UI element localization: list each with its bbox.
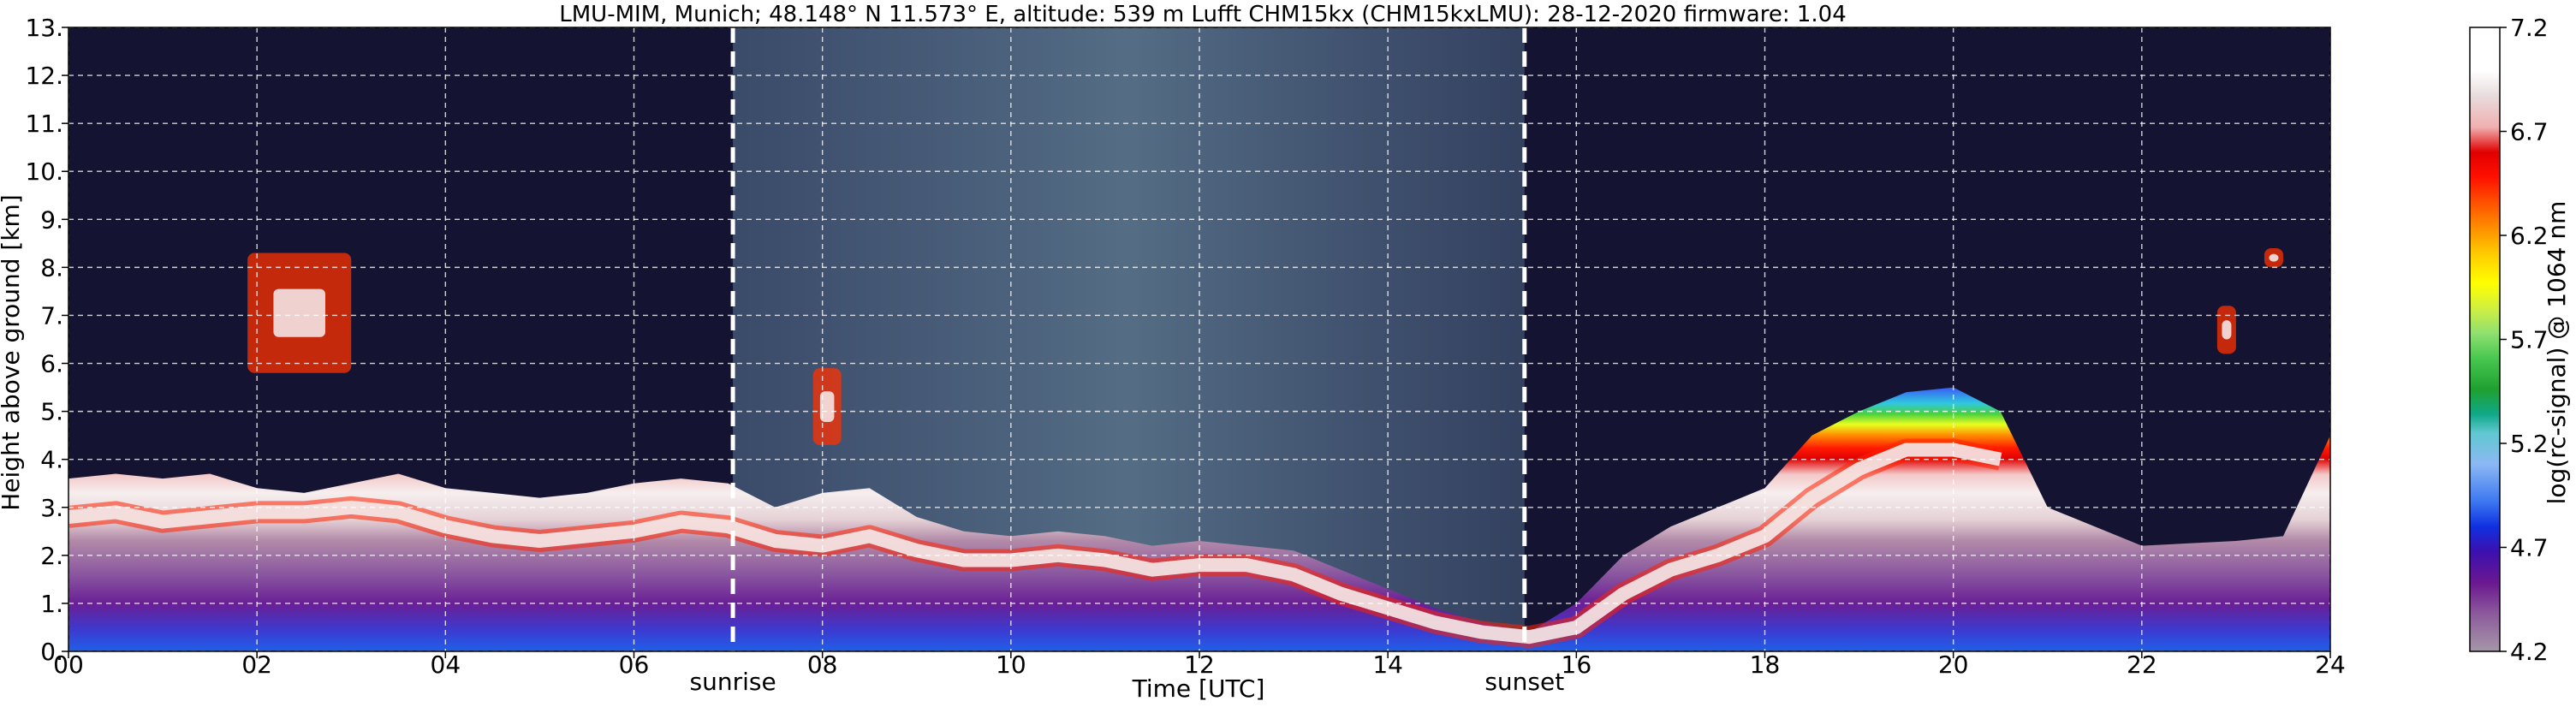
colorbar-label: log(rc-signal) @ 1064 nm (2543, 201, 2571, 505)
sunrise-label: sunrise (689, 668, 776, 696)
y-tick-label: 13. (25, 14, 63, 42)
colorbar-tick-label: 5.2 (2510, 430, 2549, 458)
plot-area (68, 27, 2331, 652)
colorbar-gradient (2469, 27, 2501, 652)
y-tick-label: 7. (40, 301, 63, 330)
y-tick-label: 1. (40, 590, 63, 618)
x-axis-ticks: 00 02 04 06 08 10 12 14 16 18 20 22 24 (53, 651, 2346, 679)
y-tick-label: 9. (40, 205, 63, 234)
y-tick-label: 2. (40, 542, 63, 570)
elevated-layer-core-2 (819, 391, 835, 422)
y-tick-label: 10. (25, 157, 63, 186)
x-tick-label: 18 (1750, 651, 1781, 679)
x-tick-label: 20 (1938, 651, 1969, 679)
y-tick-label: 0. (40, 638, 63, 666)
sunset-label: sunset (1484, 668, 1564, 696)
y-tick-label: 3. (40, 494, 63, 522)
colorbar-tick-label: 6.2 (2510, 222, 2549, 250)
y-tick-label: 8. (40, 253, 63, 282)
colorbar-tick-label: 4.7 (2510, 534, 2549, 562)
y-tick-label: 4. (40, 446, 63, 474)
x-tick-label: 00 (53, 651, 84, 679)
x-tick-label: 08 (807, 651, 838, 679)
colorbar-tick-label: 6.7 (2510, 118, 2549, 146)
x-tick-label: 22 (2127, 651, 2157, 679)
chart-title: LMU-MIM, Munich; 48.148° N 11.573° E, al… (559, 2, 1846, 27)
y-axis-label: Height above ground [km] (0, 194, 25, 511)
x-tick-label: 14 (1372, 651, 1403, 679)
y-tick-label: 11. (25, 110, 63, 138)
y-tick-label: 12. (25, 62, 63, 90)
y-tick-label: 6. (40, 350, 63, 378)
colorbar-ticks: 4.2 4.7 5.2 5.7 6.2 6.7 7.2 (2500, 14, 2549, 666)
colorbar-tick-label: 7.2 (2510, 14, 2549, 42)
x-tick-label: 04 (431, 651, 461, 679)
colorbar-tick-label: 5.7 (2510, 326, 2549, 354)
colorbar-tick-label: 4.2 (2510, 638, 2549, 666)
x-tick-label: 02 (241, 651, 272, 679)
sun-markers (730, 27, 1527, 651)
x-tick-label: 12 (1184, 651, 1215, 679)
x-tick-label: 16 (1562, 651, 1592, 679)
y-tick-label: 5. (40, 398, 63, 426)
aerosol-layer-core (68, 443, 2002, 645)
elevated-layer-core-1 (273, 288, 325, 337)
x-axis-label: Time [UTC] (1132, 674, 1265, 703)
x-tick-label: 10 (996, 651, 1026, 679)
x-tick-label: 06 (619, 651, 650, 679)
elevated-layer-core-3 (2222, 320, 2232, 340)
x-tick-label: 24 (2315, 651, 2346, 679)
colorbar: 4.2 4.7 5.2 5.7 6.2 6.7 7.2 log(rc-signal) @ 1… (2469, 14, 2571, 666)
elevated-layer-core-4 (2269, 253, 2279, 262)
y-axis-ticks: 0. 1. 2. 3. 4. 5. 6. 7. 8. 9. 10. 11. 12. 13. (25, 14, 68, 666)
